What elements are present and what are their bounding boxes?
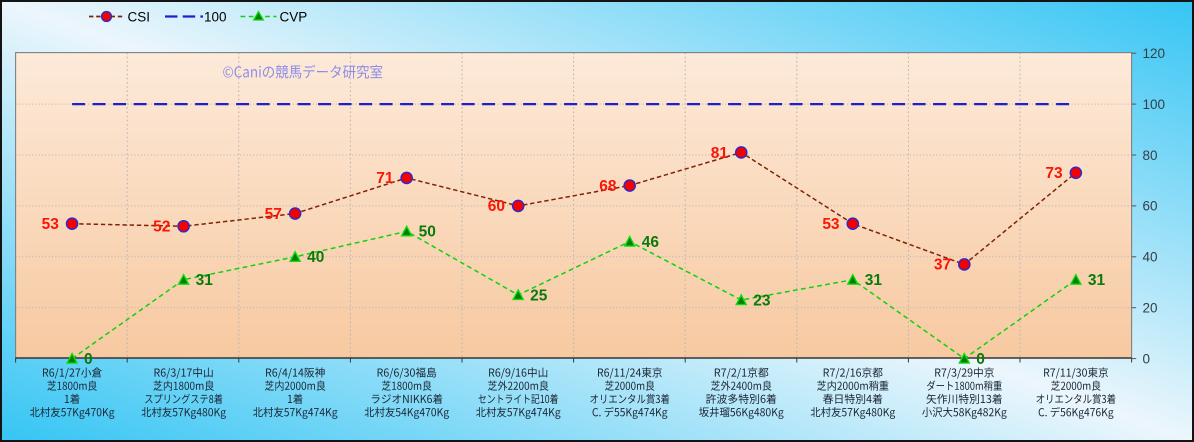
svg-text:31: 31 [1088, 272, 1106, 289]
svg-text:57: 57 [265, 206, 282, 223]
svg-text:80: 80 [1143, 148, 1158, 163]
svg-text:CSI: CSI [128, 9, 151, 24]
svg-text:37: 37 [934, 257, 951, 274]
svg-text:0: 0 [976, 351, 985, 368]
svg-text:71: 71 [376, 170, 394, 187]
svg-text:50: 50 [419, 224, 436, 241]
svg-text:73: 73 [1045, 165, 1063, 182]
svg-text:CVP: CVP [280, 9, 308, 24]
svg-text:23: 23 [753, 292, 771, 309]
svg-text:60: 60 [1143, 199, 1158, 214]
svg-text:40: 40 [307, 249, 324, 266]
svg-text:100: 100 [204, 9, 227, 24]
svg-text:25: 25 [530, 287, 548, 304]
svg-text:31: 31 [865, 272, 883, 289]
svg-text:60: 60 [488, 198, 505, 215]
svg-text:53: 53 [822, 216, 840, 233]
svg-text:81: 81 [711, 145, 729, 162]
svg-text:0: 0 [84, 351, 93, 368]
svg-text:68: 68 [599, 178, 617, 195]
svg-text:40: 40 [1143, 250, 1158, 265]
svg-text:53: 53 [42, 216, 60, 233]
svg-text:0: 0 [1143, 351, 1151, 366]
svg-text:52: 52 [153, 219, 170, 236]
svg-text:120: 120 [1143, 46, 1166, 61]
svg-text:31: 31 [196, 272, 214, 289]
svg-text:46: 46 [642, 234, 660, 251]
svg-text:20: 20 [1143, 301, 1158, 316]
svg-text:100: 100 [1143, 97, 1166, 112]
